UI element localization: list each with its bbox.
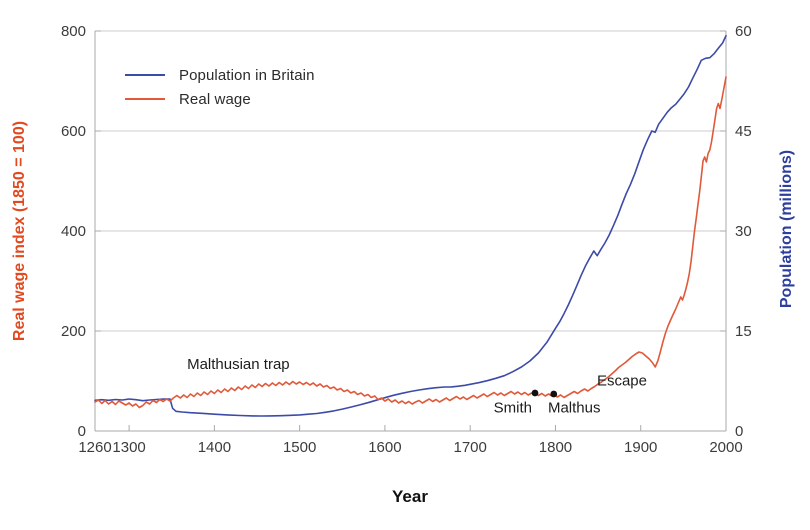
left-tick-label: 600	[61, 123, 86, 140]
right-tick-label: 45	[735, 123, 752, 140]
annotation-malthusian-trap: Malthusian trap	[187, 356, 290, 373]
x-tick-label: 1500	[283, 439, 316, 456]
right-tick-label: 15	[735, 323, 752, 340]
x-tick-label: 1800	[539, 439, 572, 456]
x-tick-label: 1600	[368, 439, 401, 456]
x-axis-title: Year	[392, 487, 428, 506]
x-tick-label: 1900	[624, 439, 657, 456]
legend-item-population: Population in Britain	[125, 63, 315, 87]
right-tick-label: 0	[735, 423, 743, 440]
left-tick-label: 800	[61, 23, 86, 40]
annotation-smith: Smith	[494, 400, 532, 417]
left-tick-label: 0	[78, 423, 86, 440]
legend-item-real-wage: Real wage	[125, 87, 315, 111]
tick-labels: 1260 1300 1400 1500 1600 1700 1800 1900 20000200…	[61, 23, 752, 456]
population-line	[94, 34, 727, 417]
right-axis-title: Population (millions)	[778, 149, 795, 309]
x-tick-label: 1260	[78, 439, 111, 456]
annotation-malthus: Malthus	[548, 400, 601, 417]
real-wage-line	[94, 76, 727, 409]
annotation-escape: Escape	[597, 373, 647, 390]
population-line-swatch	[125, 74, 165, 76]
x-tick-label: 1300	[112, 439, 145, 456]
x-tick-label: 1400	[198, 439, 231, 456]
marker-smith	[531, 389, 539, 397]
left-tick-label: 200	[61, 323, 86, 340]
real-wage-line-swatch	[125, 98, 165, 100]
gridlines	[95, 30, 726, 332]
annotations: Malthusian trap Smith Malthus Escape	[187, 356, 647, 417]
legend-label-population: Population in Britain	[179, 66, 315, 84]
left-tick-label: 400	[61, 223, 86, 240]
tick-marks	[94, 30, 727, 432]
right-tick-label: 60	[735, 23, 752, 40]
x-tick-label: 1700	[454, 439, 487, 456]
x-tick-label: 2000	[709, 439, 742, 456]
chart-legend: Population in Britain Real wage	[125, 63, 315, 111]
right-tick-label: 30	[735, 223, 752, 240]
left-axis-title: Real wage index (1850 = 100)	[11, 120, 28, 342]
marker-malthus	[550, 390, 558, 398]
legend-label-real-wage: Real wage	[179, 90, 251, 108]
